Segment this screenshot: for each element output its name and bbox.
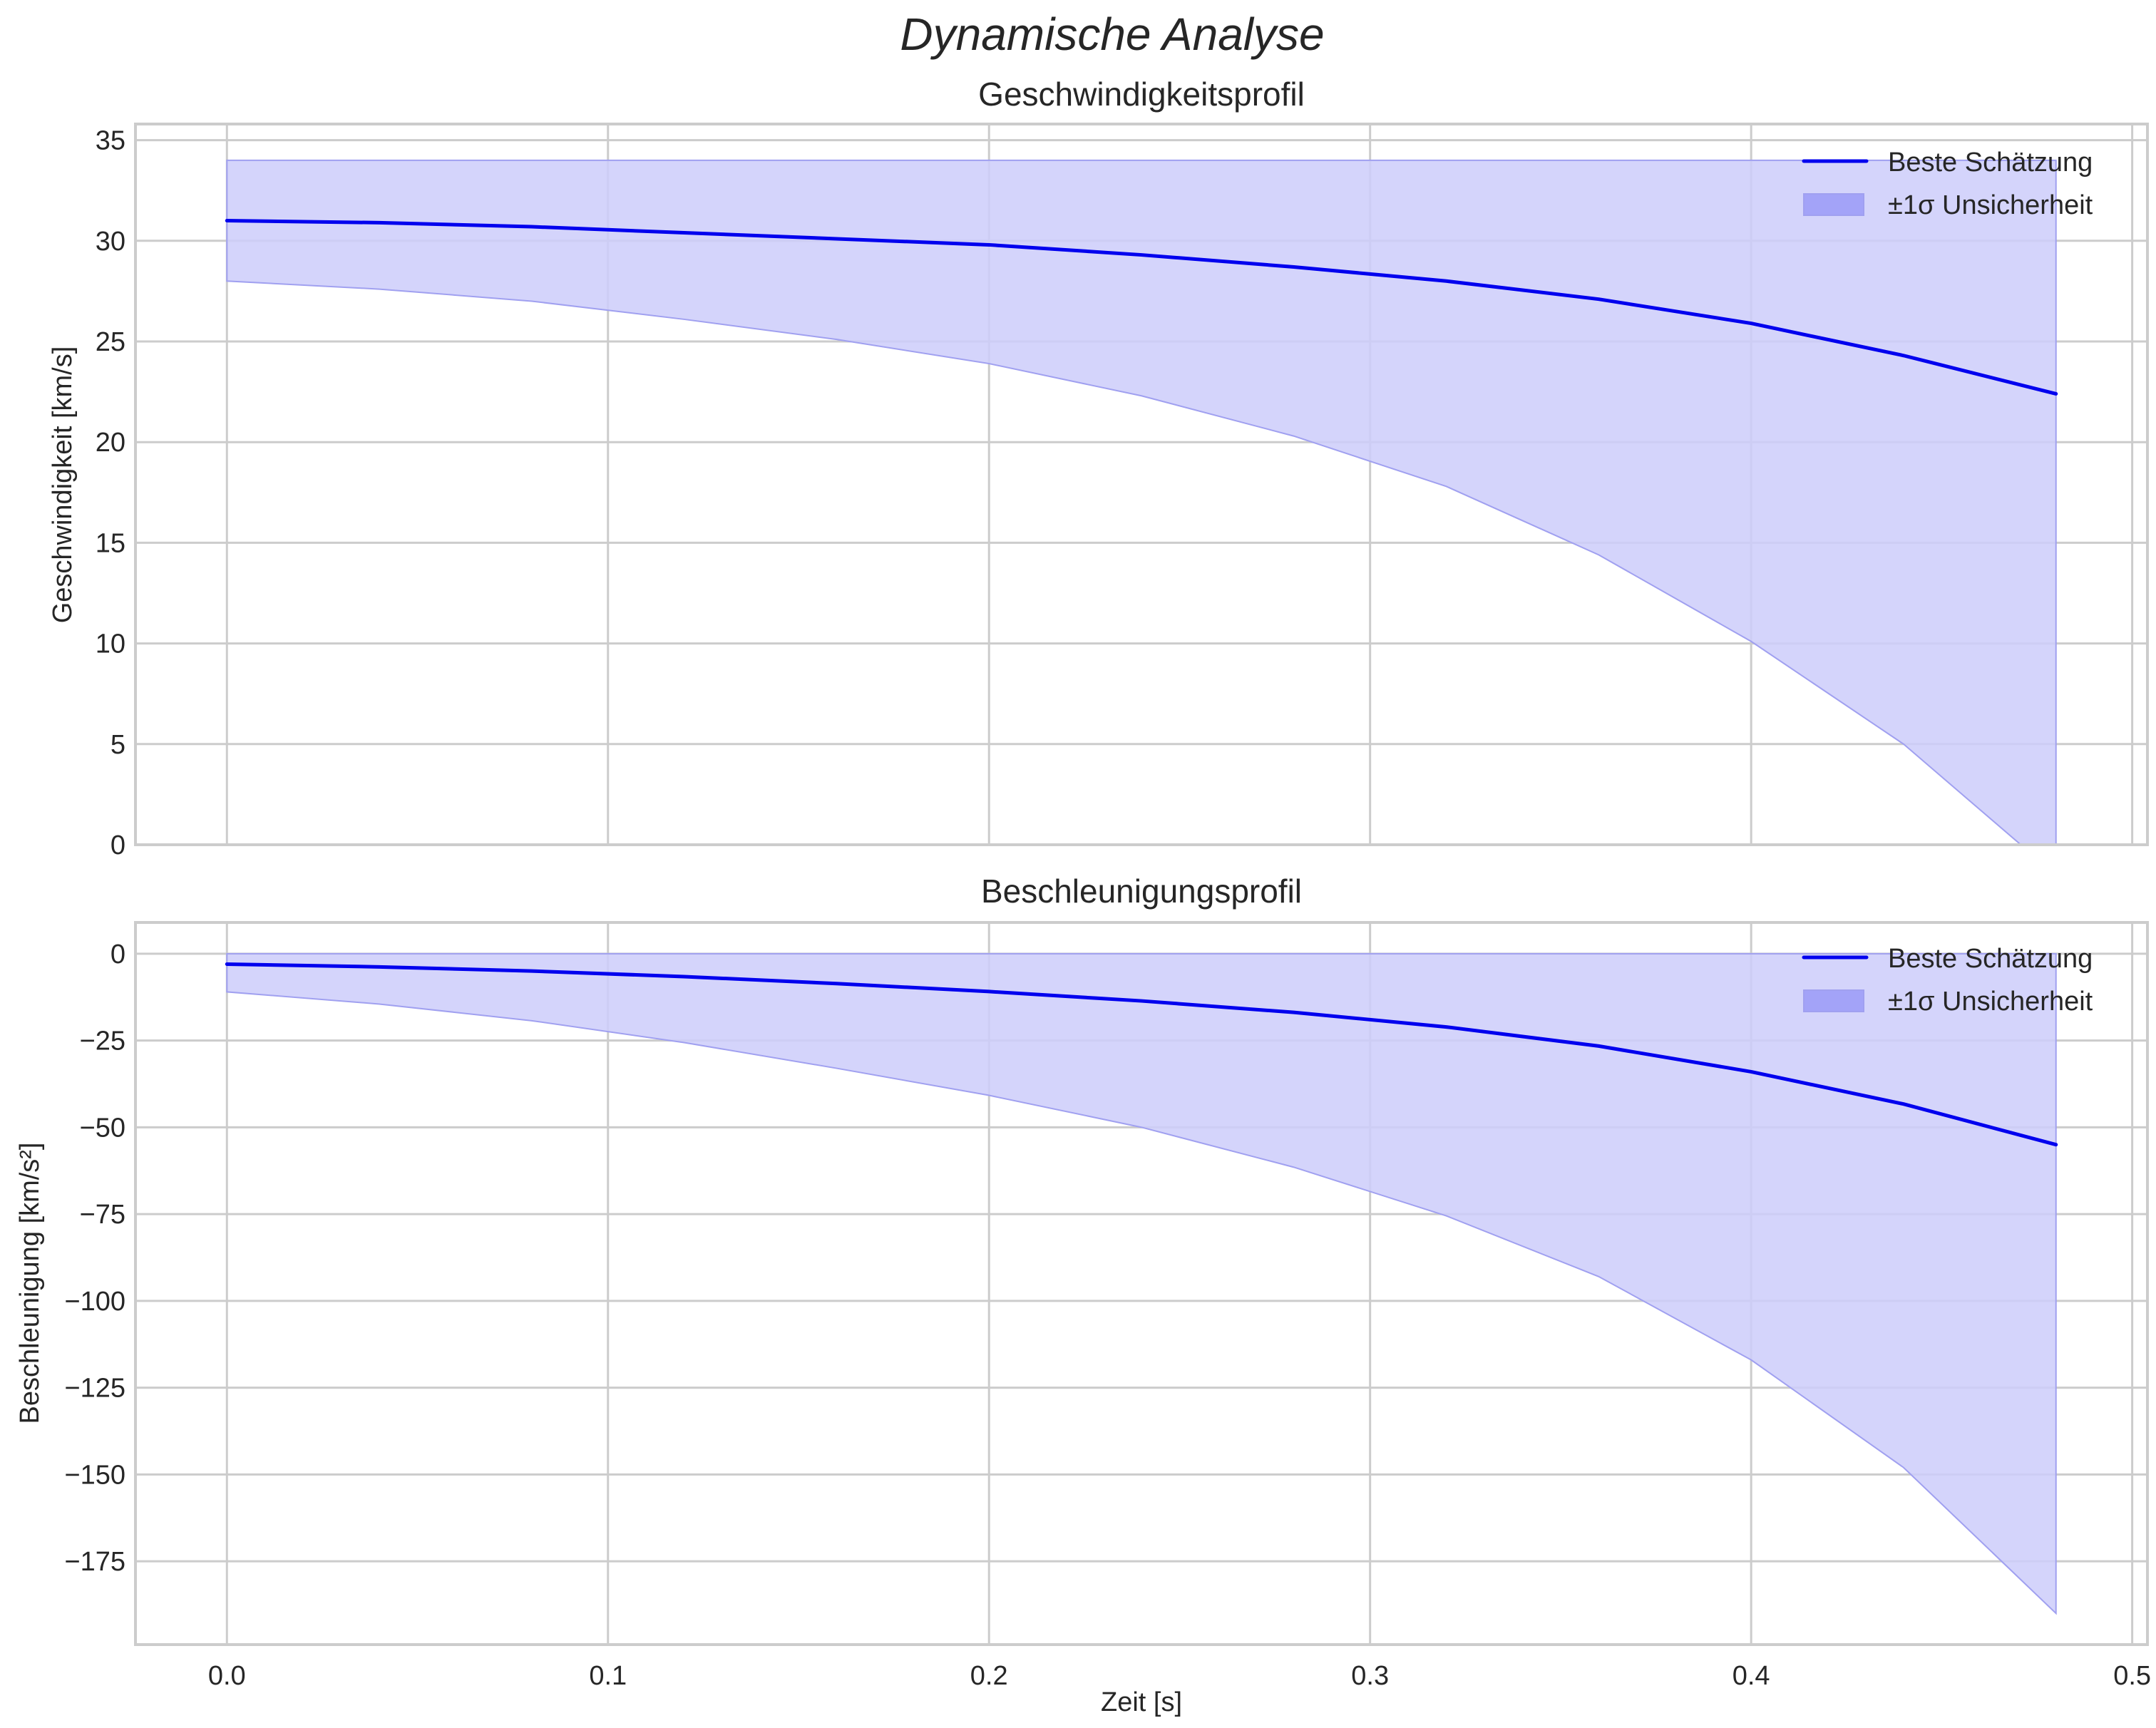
best-estimate-path bbox=[225, 962, 2058, 1147]
y-tick-label: −150 bbox=[64, 1460, 125, 1490]
y-tick-label: 15 bbox=[96, 528, 125, 558]
velocity-axes: Geschwindigkeitsprofil 0 5 10 15 20 25 30 35 Ge… bbox=[48, 76, 2149, 860]
velocity-legend: Beste Schätzung ±1σ Unsicherheit bbox=[1802, 148, 2093, 220]
velocity-y-axis-label: Geschwindigkeit [km/s] bbox=[48, 346, 78, 624]
uncertainty-band-area bbox=[226, 159, 2057, 845]
acceleration-legend: Beste Schätzung ±1σ Unsicherheit bbox=[1802, 944, 2093, 1017]
y-tick-label: −25 bbox=[80, 1027, 125, 1056]
y-tick-label: 5 bbox=[111, 730, 125, 760]
legend-band-swatch bbox=[1803, 989, 1864, 1012]
acceleration-x-ticks: 0.0 0.1 0.2 0.3 0.4 0.5 bbox=[208, 1661, 2151, 1691]
x-axis-label: Zeit [s] bbox=[1101, 1687, 1182, 1717]
figure-suptitle: Dynamische Analyse bbox=[900, 9, 1324, 60]
acceleration-axes-frame bbox=[134, 921, 2149, 1646]
velocity-y-ticks: 0 5 10 15 20 25 30 35 bbox=[96, 126, 125, 860]
y-tick-label: −50 bbox=[80, 1113, 125, 1143]
velocity-chart-title: Geschwindigkeitsprofil bbox=[978, 76, 1305, 113]
velocity-uncertainty-band bbox=[226, 159, 2057, 845]
acceleration-chart-title: Beschleunigungsprofil bbox=[981, 873, 1302, 910]
y-tick-label: −125 bbox=[64, 1374, 125, 1404]
y-tick-label: 0 bbox=[111, 940, 125, 970]
uncertainty-band-area bbox=[226, 952, 2057, 1615]
y-tick-label: 0 bbox=[111, 830, 125, 860]
x-tick-label: 0.3 bbox=[1351, 1661, 1389, 1691]
legend-label-uncertainty: ±1σ Unsicherheit bbox=[1888, 190, 2093, 220]
acceleration-best-estimate-line bbox=[225, 962, 2058, 1147]
y-tick-label: 35 bbox=[96, 126, 125, 156]
acceleration-axes: Beschleunigungsprofil 0 −25 −50 −75 −100 −125… bbox=[15, 873, 2151, 1717]
y-tick-label: 20 bbox=[96, 428, 125, 458]
y-tick-label: 10 bbox=[96, 629, 125, 659]
legend-label-best-estimate: Beste Schätzung bbox=[1888, 148, 2093, 178]
legend-label-best-estimate: Beste Schätzung bbox=[1888, 944, 2093, 974]
acceleration-uncertainty-band bbox=[226, 952, 2057, 1615]
x-tick-label: 0.1 bbox=[589, 1661, 627, 1691]
legend-label-uncertainty: ±1σ Unsicherheit bbox=[1888, 987, 2093, 1017]
y-tick-label: −100 bbox=[64, 1287, 125, 1317]
acceleration-y-axis-label: Beschleunigung [km/s²] bbox=[15, 1143, 45, 1424]
y-tick-label: −75 bbox=[80, 1200, 125, 1230]
velocity-best-estimate-line bbox=[225, 219, 2058, 396]
acceleration-y-ticks: 0 −25 −50 −75 −100 −125 −150 −175 bbox=[64, 940, 125, 1577]
x-tick-label: 0.5 bbox=[2113, 1661, 2151, 1691]
best-estimate-path bbox=[225, 219, 2058, 396]
y-tick-label: 25 bbox=[96, 327, 125, 357]
velocity-axes-frame bbox=[134, 123, 2149, 846]
x-tick-label: 0.2 bbox=[970, 1661, 1008, 1691]
x-tick-label: 0.0 bbox=[208, 1661, 246, 1691]
y-tick-label: 30 bbox=[96, 227, 125, 257]
x-tick-label: 0.4 bbox=[1732, 1661, 1770, 1691]
legend-band-swatch bbox=[1803, 193, 1864, 216]
y-tick-label: −175 bbox=[64, 1547, 125, 1577]
